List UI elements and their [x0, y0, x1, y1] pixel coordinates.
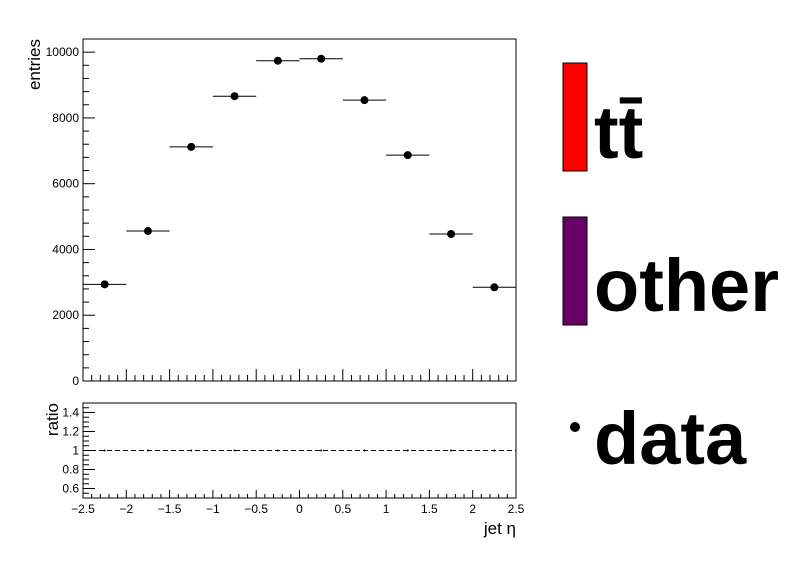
main-panel: 0 2000 4000 6000 8000 10000 entries	[25, 38, 517, 388]
ratio-point	[146, 449, 149, 452]
main-y-tick-label: 6000	[52, 177, 79, 191]
ratio-y-ticks: 0.6 0.8 1 1.2 1.4	[62, 402, 95, 499]
main-y-tick-label: 0	[72, 374, 79, 388]
ratio-y-tick-label: 0.6	[62, 482, 79, 496]
x-tick-label: −0.5	[244, 502, 268, 516]
legend-marker-data	[570, 422, 580, 432]
legend-swatch-ttbar	[562, 62, 588, 172]
main-y-tick-label: 8000	[52, 111, 79, 125]
main-plot-frame	[82, 38, 517, 382]
x-tick-label: 1.5	[421, 502, 438, 516]
data-point	[447, 230, 456, 239]
ratio-point	[406, 449, 409, 452]
x-tick-label: −2	[119, 502, 133, 516]
ratio-point	[320, 449, 323, 452]
data-point	[143, 227, 152, 236]
data-point	[230, 92, 239, 101]
ratio-point	[190, 449, 193, 452]
ratio-y-tick-label: 1.2	[62, 425, 79, 439]
ratio-y-tick-label: 1	[72, 444, 79, 458]
ratio-point	[233, 449, 236, 452]
x-tick-label: 0.5	[334, 502, 351, 516]
main-y-tick-label: 4000	[52, 242, 79, 256]
data-points	[83, 54, 516, 292]
data-point	[187, 142, 196, 151]
ratio-point	[103, 449, 106, 452]
ratio-y-tick-label: 0.8	[62, 463, 79, 477]
ratio-point	[276, 449, 279, 452]
legend-label-data: data	[594, 397, 747, 480]
ratio-y-axis-title: ratio	[43, 403, 62, 436]
x-axis-title: jet η	[483, 519, 516, 538]
x-tick-label: −2.5	[71, 502, 95, 516]
ratio-point	[450, 449, 453, 452]
data-point	[317, 54, 326, 63]
x-tick-label: −1.5	[158, 502, 182, 516]
main-y-tick-label: 10000	[46, 45, 80, 59]
data-point	[100, 280, 109, 289]
data-point	[490, 283, 499, 292]
data-point	[273, 56, 282, 65]
legend: tt̄ other data	[562, 62, 779, 480]
main-y-tick-label: 2000	[52, 308, 79, 322]
ratio-y-tick-label: 1.4	[62, 406, 79, 420]
main-x-ticks	[82, 369, 517, 381]
ratio-point	[493, 449, 496, 452]
x-tick-label: 1	[383, 502, 390, 516]
ratio-point	[363, 449, 366, 452]
data-point	[403, 151, 412, 160]
x-tick-label: 2.5	[508, 502, 525, 516]
legend-label-other: other	[594, 244, 779, 327]
data-point	[360, 96, 369, 105]
main-y-ticks: 0 2000 4000 6000 8000 10000	[46, 45, 95, 388]
x-tick-label: 0	[296, 502, 303, 516]
ratio-points	[103, 449, 496, 452]
legend-label-ttbar: tt̄	[594, 91, 643, 174]
main-y-axis-title: entries	[25, 39, 44, 90]
x-tick-label: −1	[206, 502, 220, 516]
x-tick-label: 2	[469, 502, 476, 516]
ratio-panel: 0.6 0.8 1 1.2 1.4 −2.5 −2 −1.5 −1 −0.5 0 0.5 1 1.5 2 2…	[43, 402, 525, 538]
legend-swatch-other	[562, 216, 588, 326]
ratio-x-ticks: −2.5 −2 −1.5 −1 −0.5 0 0.5 1 1.5 2 2.5	[71, 490, 525, 516]
